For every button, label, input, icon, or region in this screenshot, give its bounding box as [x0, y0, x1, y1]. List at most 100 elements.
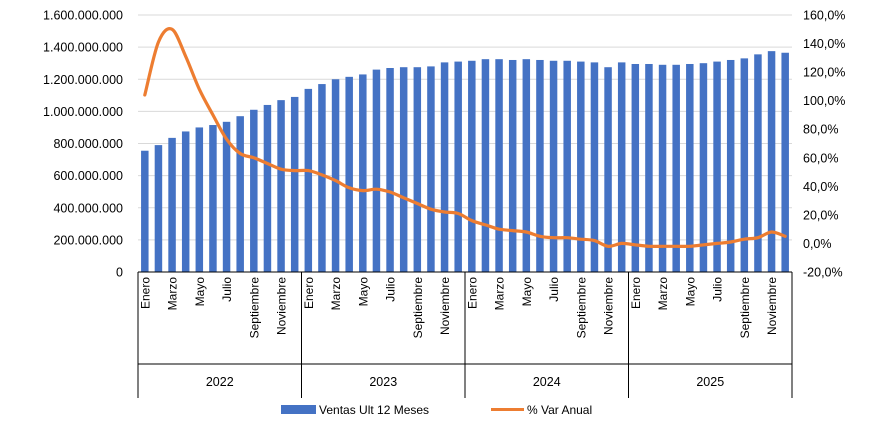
month-label: Septiembre — [411, 277, 425, 339]
month-label: Julio — [220, 277, 234, 302]
bar — [318, 84, 326, 272]
y-left-tick-label: 1.600.000.000 — [43, 9, 123, 23]
month-label: Noviembre — [438, 277, 452, 335]
legend-swatch-bar — [281, 405, 316, 414]
month-label: Marzo — [329, 277, 343, 311]
month-label: Julio — [711, 277, 725, 302]
month-label: Mayo — [193, 277, 207, 307]
bar — [250, 109, 258, 272]
y-right-tick-label: 100,0% — [803, 94, 845, 108]
bar — [168, 137, 176, 272]
bar — [481, 59, 490, 272]
bar — [386, 68, 394, 272]
bar — [686, 63, 694, 272]
legend-label-ventas: Ventas Ult 12 Meses — [319, 403, 429, 417]
bar — [672, 64, 680, 272]
bar — [604, 67, 612, 272]
month-label: Mayo — [520, 277, 534, 307]
y-left-tick-label: 800.000.000 — [53, 137, 123, 151]
y-right-tick-label: 0,0% — [803, 237, 832, 251]
bar — [195, 127, 204, 272]
bar — [440, 62, 449, 273]
bar — [209, 125, 217, 272]
bar — [549, 60, 558, 273]
bar — [590, 62, 599, 273]
bar — [181, 131, 190, 272]
gridlines — [138, 14, 792, 241]
bar — [740, 58, 749, 273]
bar — [427, 66, 435, 273]
bar — [141, 150, 149, 272]
month-label: Mayo — [356, 277, 370, 307]
bar — [222, 121, 231, 272]
month-label: Enero — [138, 277, 152, 309]
bar — [495, 59, 503, 272]
bar — [399, 67, 408, 272]
y-left-tick-label: 0 — [116, 266, 123, 280]
y-left-tick-label: 1.400.000.000 — [43, 41, 123, 55]
month-label: Septiembre — [574, 277, 588, 339]
y-left-tick-label: 1.000.000.000 — [43, 105, 123, 119]
line-series — [143, 27, 787, 248]
y-right-tick-label: -20,0% — [803, 266, 843, 280]
legend: Ventas Ult 12 Meses % Var Anual — [281, 403, 592, 417]
month-label: Marzo — [493, 277, 507, 311]
y-right-tick-label: 140,0% — [803, 37, 845, 51]
bar — [699, 63, 708, 272]
month-label: Enero — [302, 277, 316, 309]
month-label: Mayo — [683, 277, 697, 307]
y-left-tick-label: 200.000.000 — [53, 233, 123, 247]
bar — [726, 59, 735, 272]
month-label: Noviembre — [275, 277, 289, 335]
month-label: Noviembre — [765, 277, 779, 335]
bar — [290, 96, 299, 272]
month-label: Septiembre — [247, 277, 261, 339]
bar — [713, 61, 721, 272]
bar — [508, 59, 517, 272]
bar — [536, 59, 544, 272]
y-right-tick-label: 60,0% — [803, 151, 838, 165]
bar — [563, 60, 571, 273]
bar — [277, 100, 285, 272]
month-label: Septiembre — [738, 277, 752, 339]
y-right-tick-label: 20,0% — [803, 208, 838, 222]
line-var-anual — [143, 27, 787, 248]
year-label: 2022 — [206, 375, 234, 389]
y-right-tick-label: 40,0% — [803, 180, 838, 194]
month-label: Enero — [465, 277, 479, 309]
bar — [331, 79, 340, 272]
y-left-tick-label: 1.200.000.000 — [43, 73, 123, 87]
bar — [522, 59, 531, 272]
bar — [413, 67, 422, 272]
year-label: 2023 — [369, 375, 397, 389]
month-label: Marzo — [656, 277, 670, 311]
y-right-tick-label: 160,0% — [803, 9, 845, 23]
bar — [781, 52, 789, 273]
bar — [304, 88, 313, 272]
bar — [236, 116, 244, 272]
month-label: Noviembre — [602, 277, 616, 335]
bar — [154, 145, 163, 272]
y-right-tick-label: 80,0% — [803, 123, 838, 137]
year-label: 2025 — [696, 375, 724, 389]
year-label: 2024 — [533, 375, 561, 389]
legend-label-var: % Var Anual — [527, 403, 592, 417]
bar — [767, 51, 776, 272]
bar — [617, 62, 626, 273]
bar — [631, 63, 640, 272]
bar — [468, 60, 476, 273]
bar — [372, 69, 381, 272]
y-right-tick-label: 120,0% — [803, 66, 845, 80]
y-left-tick-label: 600.000.000 — [53, 169, 123, 183]
month-label: Enero — [629, 277, 643, 309]
month-label: Julio — [547, 277, 561, 302]
y-left-tick-label: 400.000.000 — [53, 201, 123, 215]
bar — [645, 63, 653, 272]
bar — [577, 61, 585, 272]
bar — [263, 104, 272, 272]
month-label: Julio — [384, 277, 398, 302]
bar — [345, 76, 353, 272]
bar — [754, 54, 762, 273]
